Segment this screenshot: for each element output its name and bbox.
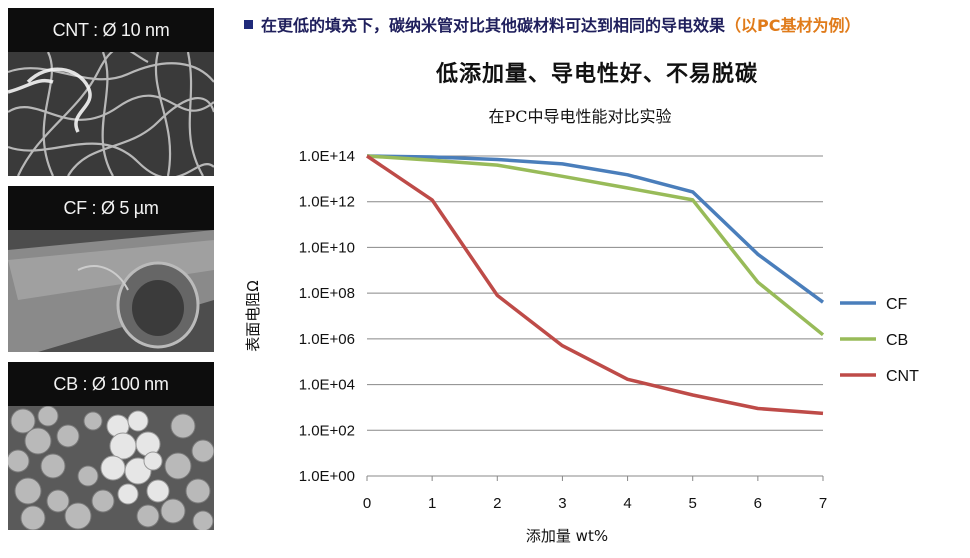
cf-micrograph: CF : Ø 5 µm <box>8 186 214 352</box>
x-tick-label: 0 <box>363 495 371 512</box>
chart-grid <box>367 155 823 477</box>
headline-highlight: （以PC基材为例） <box>725 16 861 35</box>
bullet-square-icon <box>244 20 253 29</box>
x-tick-label: 4 <box>623 495 631 512</box>
headline: 在更低的填充下，碳纳米管对比其他碳材料可达到相同的导电效果（以PC基材为例） <box>244 12 861 36</box>
legend-label-cb: CB <box>886 332 908 349</box>
x-axis-label: 添加量 wt% <box>526 527 608 545</box>
series-line-cf <box>366 154 825 304</box>
y-tick-label: 1.0E+08 <box>299 285 355 302</box>
legend-label-cnt: CNT <box>886 368 919 385</box>
x-tick-label: 7 <box>819 495 827 512</box>
y-tick-label: 1.0E+14 <box>299 148 355 165</box>
x-tick-label: 1 <box>428 495 436 512</box>
cnt-micrograph: CNT : Ø 10 nm <box>8 8 214 176</box>
y-tick-label: 1.0E+06 <box>299 331 355 348</box>
y-axis-ticks: 1.0E+00 1.0E+02 1.0E+04 1.0E+06 1.0E+08 1.0E+… <box>299 148 355 485</box>
x-tick-label: 3 <box>558 495 566 512</box>
x-tick-label: 6 <box>754 495 762 512</box>
y-axis-label: 表面电阻Ω <box>244 280 262 351</box>
series-line-cb <box>366 154 825 337</box>
cf-caption: CF : Ø 5 µm <box>8 186 214 230</box>
cb-micrograph: CB : Ø 100 nm <box>8 362 214 530</box>
legend-label-cf: CF <box>886 296 908 313</box>
cnt-caption: CNT : Ø 10 nm <box>8 8 214 52</box>
chart-title: 在PC中导电性能对比实验 <box>488 107 671 126</box>
cnt-fiber-image <box>8 52 214 176</box>
y-tick-label: 1.0E+04 <box>299 377 355 394</box>
y-tick-label: 1.0E+10 <box>299 239 355 256</box>
headline-text: 在更低的填充下，碳纳米管对比其他碳材料可达到相同的导电效果 <box>261 16 726 35</box>
series-line-cnt <box>366 154 824 416</box>
resistance-line-chart: 在PC中导电性能对比实验 1.0E+001.0E+021.0E+041.0E+0… <box>244 107 919 545</box>
cb-caption: CB : Ø 100 nm <box>8 362 214 406</box>
chart-legend: CF CB CNT <box>840 296 919 385</box>
y-tick-label: 1.0E+00 <box>299 468 355 485</box>
subheadline: 低添加量、导电性好、不易脱碳 <box>436 62 759 87</box>
x-tick-label: 5 <box>689 495 697 512</box>
chart-series <box>366 154 825 416</box>
cf-fiber-image <box>8 230 214 352</box>
y-tick-label: 1.0E+02 <box>299 422 355 439</box>
x-tick-label: 2 <box>493 495 501 512</box>
cb-particle-image <box>8 406 214 530</box>
x-axis-ticks: 0 1 2 3 4 5 6 7 <box>363 476 827 512</box>
y-tick-label: 1.0E+12 <box>299 194 355 211</box>
